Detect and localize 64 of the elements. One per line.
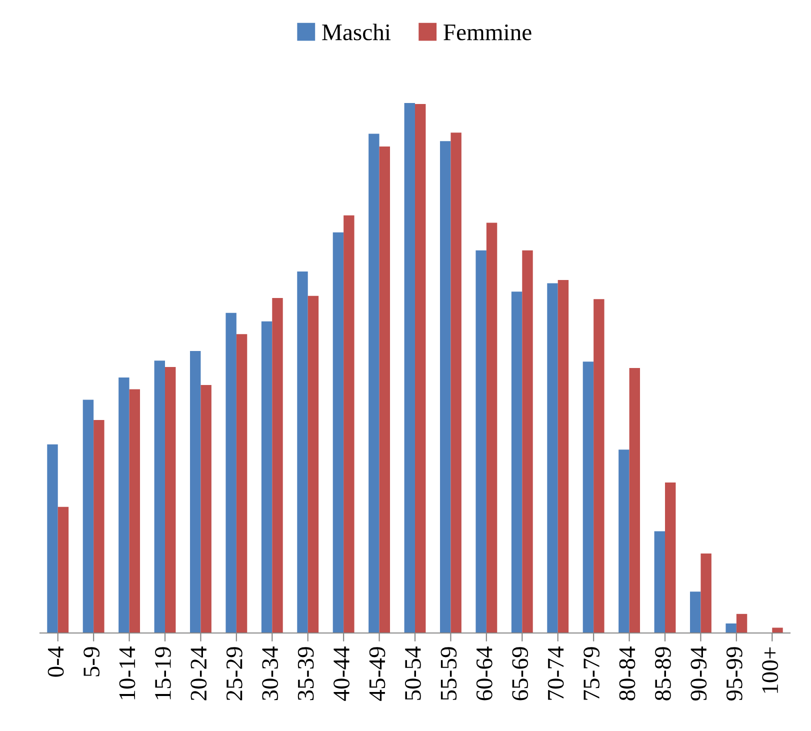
legend-label: Femmine — [444, 24, 532, 40]
x-tick-label: 80-84 — [619, 646, 636, 700]
x-tick-label: 20-24 — [190, 646, 207, 700]
bar — [272, 298, 283, 633]
bar — [165, 366, 176, 633]
bar — [82, 400, 94, 633]
bar — [476, 250, 486, 633]
bar — [618, 450, 630, 633]
legend-label: Maschi — [322, 24, 391, 40]
bar — [308, 296, 319, 633]
x-tick-label: 70-74 — [548, 646, 564, 700]
bar — [129, 389, 140, 633]
bar — [236, 334, 248, 633]
x-tick-label: 40-44 — [334, 646, 350, 701]
bar — [118, 378, 130, 633]
bar — [726, 623, 736, 633]
bar — [47, 444, 58, 633]
bar — [368, 134, 380, 633]
bar — [190, 351, 201, 633]
bar — [772, 628, 783, 633]
x-tick-label: 25-29 — [226, 647, 242, 700]
bar — [450, 132, 462, 633]
bar — [654, 531, 665, 633]
bar — [665, 482, 676, 633]
x-tick-label: 15-19 — [155, 647, 171, 700]
bar — [690, 592, 701, 633]
bar — [404, 103, 415, 633]
bar — [154, 360, 165, 633]
bar — [415, 104, 426, 633]
x-tick-label: 10-14 — [119, 646, 136, 700]
x-tick-label: 5-9 — [84, 647, 100, 676]
x-tick-label: 65-69 — [512, 647, 528, 700]
bar — [440, 141, 451, 633]
bar — [297, 272, 308, 633]
bar — [736, 614, 748, 633]
x-tick-label: 95-99 — [726, 647, 742, 701]
bar — [582, 362, 594, 633]
bar — [58, 506, 69, 633]
x-tick-label: 45-49 — [369, 647, 386, 701]
bar — [700, 554, 712, 633]
x-tick-label: 55-59 — [440, 647, 457, 700]
x-tick-label: 85-89 — [654, 647, 671, 700]
x-tick-label: 0-4 — [48, 646, 64, 677]
bar — [522, 250, 533, 633]
x-tick-label: 100+ — [762, 647, 778, 693]
x-tick-label: 50-54 — [404, 646, 421, 700]
x-tick-label: 75-79 — [584, 647, 600, 700]
bar — [629, 368, 640, 633]
x-tick-label: 30-34 — [262, 646, 278, 700]
bar — [547, 283, 558, 633]
x-tick-label: 90-94 — [690, 646, 707, 701]
bar — [344, 215, 354, 633]
bar — [594, 299, 604, 633]
bar — [200, 384, 212, 633]
bar — [261, 321, 272, 633]
x-tick-label: 60-64 — [476, 646, 492, 700]
bar — [94, 420, 104, 633]
bar — [226, 312, 236, 633]
bar — [511, 292, 522, 633]
x-tick-label: 35-39 — [298, 647, 314, 700]
bar — [486, 222, 498, 633]
bar — [379, 146, 390, 633]
bar — [332, 232, 344, 633]
bar — [558, 280, 569, 633]
